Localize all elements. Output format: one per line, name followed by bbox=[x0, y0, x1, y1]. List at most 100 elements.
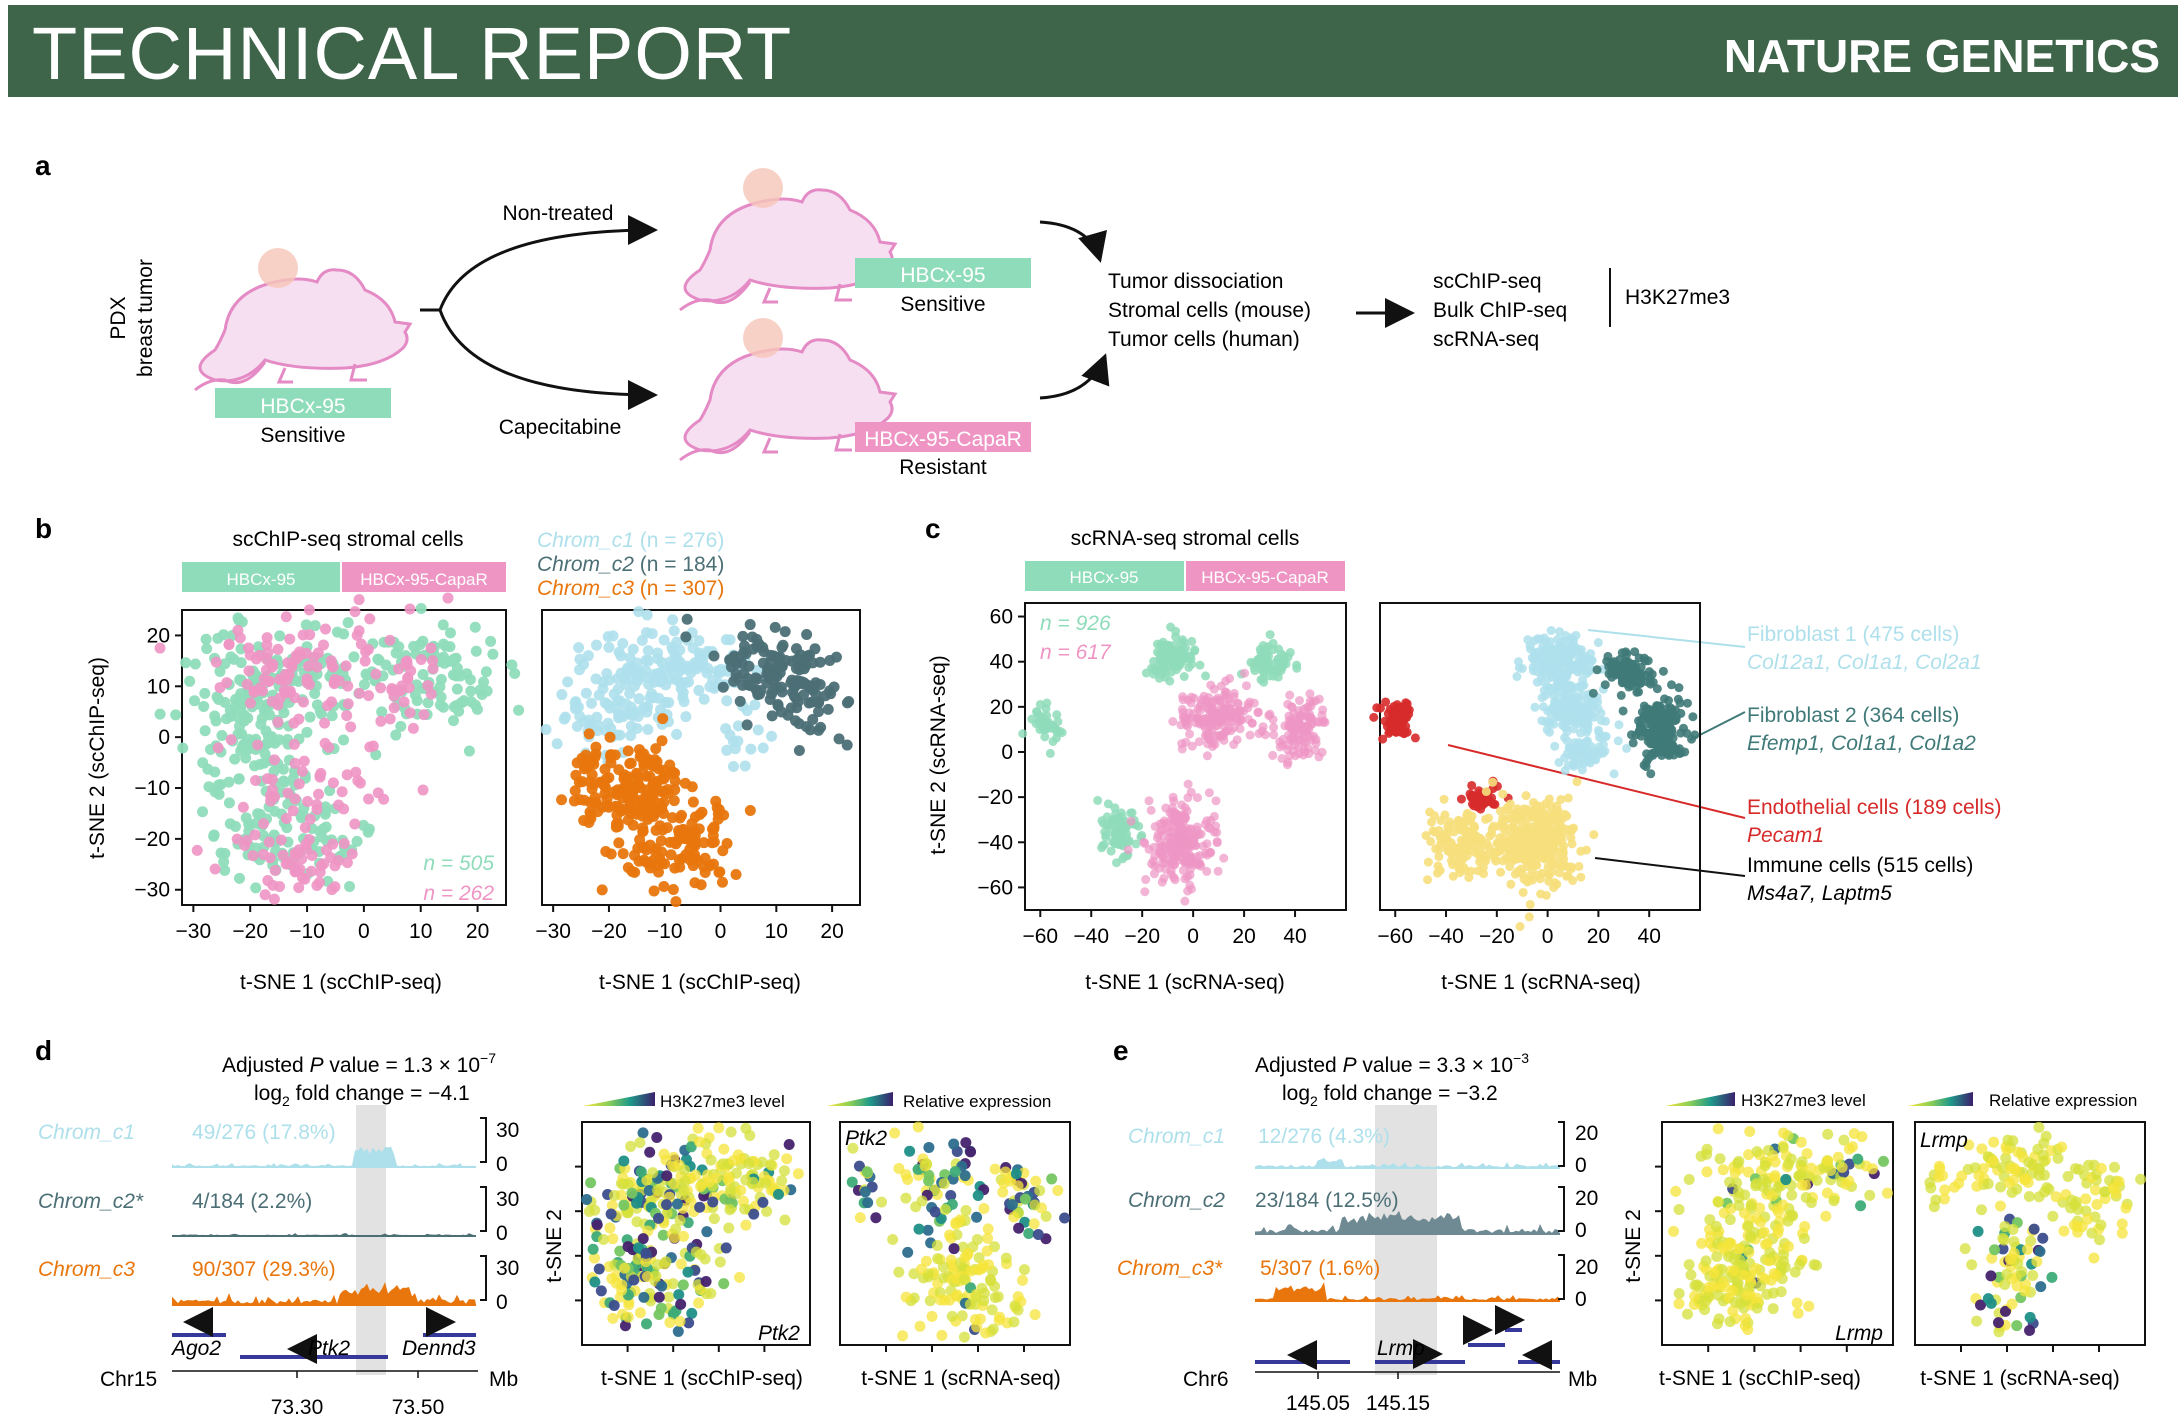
cell-point bbox=[631, 1197, 643, 1209]
panel-label-d: d bbox=[35, 1035, 52, 1066]
cell-point-capar bbox=[1219, 853, 1229, 863]
cell-point-capar bbox=[1180, 812, 1190, 822]
cell-point-capar bbox=[250, 653, 262, 665]
cell-point-c3 bbox=[631, 808, 643, 820]
cell-point-immune bbox=[1499, 822, 1509, 832]
coverage-track-c1 bbox=[172, 1146, 476, 1167]
cell-point-c2 bbox=[801, 650, 813, 662]
cell-point-fibroblast2 bbox=[1658, 666, 1668, 676]
cell-point-fibroblast1 bbox=[1593, 638, 1603, 648]
cell-point-fibroblast2 bbox=[1626, 730, 1636, 740]
cell-point-c1 bbox=[680, 711, 692, 723]
cell-point-hbcx95 bbox=[1103, 799, 1113, 809]
y-tick-label: 0 bbox=[158, 726, 170, 749]
cell-point-capar bbox=[234, 632, 246, 644]
cell-point-fibroblast1 bbox=[1538, 654, 1548, 664]
cell-point bbox=[1832, 1151, 1844, 1163]
tumor-icon bbox=[258, 248, 298, 288]
cell-point bbox=[652, 1184, 664, 1196]
cell-point-c2 bbox=[776, 686, 788, 698]
cell-point-capar bbox=[1146, 805, 1156, 815]
cell-point bbox=[2052, 1152, 2064, 1164]
cell-point-hbcx95 bbox=[509, 668, 521, 680]
cell-point bbox=[739, 1203, 751, 1215]
section-title: TECHNICAL REPORT bbox=[32, 12, 793, 95]
cell-point-capar bbox=[1318, 705, 1328, 715]
cell-point-capar bbox=[237, 801, 249, 813]
cell-point-c1 bbox=[641, 609, 653, 621]
cell-point-c3 bbox=[631, 767, 643, 779]
cell-point-capar bbox=[287, 805, 299, 817]
cell-point bbox=[1783, 1158, 1795, 1170]
cell-point-capar bbox=[1150, 851, 1160, 861]
y-tick-label: −20 bbox=[134, 828, 170, 851]
cell-point-c1 bbox=[721, 744, 733, 756]
cell-point bbox=[1937, 1170, 1949, 1182]
cell-point-capar bbox=[1182, 872, 1192, 882]
cell-point-immune bbox=[1487, 829, 1497, 839]
d-highlight bbox=[356, 1105, 386, 1375]
e-scale1-bottom: 0 bbox=[1575, 1154, 1587, 1177]
d-xlabel-rna: t-SNE 1 (scRNA-seq) bbox=[861, 1367, 1061, 1390]
cell-point bbox=[2024, 1325, 2036, 1337]
cell-point-immune bbox=[1515, 922, 1525, 932]
cell-point bbox=[707, 1196, 719, 1208]
cell-point-hbcx95 bbox=[362, 826, 374, 838]
cell-point-c3 bbox=[707, 830, 719, 842]
cell-point-capar bbox=[425, 642, 437, 654]
cell-point-endothelial bbox=[1402, 704, 1412, 714]
cell-point-immune bbox=[1510, 810, 1520, 820]
x-tick-label: −10 bbox=[289, 920, 325, 943]
cell-point-hbcx95 bbox=[199, 687, 211, 699]
cell-point-hbcx95 bbox=[1121, 832, 1131, 842]
cell-point-fibroblast1 bbox=[1530, 702, 1540, 712]
cell-point-hbcx95 bbox=[1201, 671, 1211, 681]
cell-point bbox=[1726, 1285, 1738, 1297]
cell-point-c1 bbox=[551, 738, 563, 750]
cell-point bbox=[2031, 1255, 2043, 1267]
cell-point-hbcx95 bbox=[250, 882, 262, 894]
cell-point bbox=[1811, 1174, 1823, 1186]
cell-point-c2 bbox=[743, 660, 755, 672]
cell-point-c1 bbox=[597, 683, 609, 695]
cell-point bbox=[673, 1289, 685, 1301]
cell-point-c3 bbox=[583, 728, 595, 740]
cell-point-c1 bbox=[724, 729, 736, 741]
cell-point-immune bbox=[1533, 827, 1543, 837]
cell-point bbox=[1772, 1181, 1784, 1193]
cell-point bbox=[617, 1308, 629, 1320]
cell-point bbox=[1052, 1184, 1064, 1196]
cell-point-capar bbox=[1229, 740, 1239, 750]
cell-point-capar bbox=[386, 683, 398, 695]
cell-point bbox=[985, 1275, 997, 1287]
cell-point-c3 bbox=[584, 776, 596, 788]
cell-point-hbcx95 bbox=[351, 835, 363, 847]
cell-point bbox=[1740, 1312, 1752, 1324]
cell-point bbox=[1796, 1168, 1808, 1180]
cell-point-c2 bbox=[737, 630, 749, 642]
cell-point-c3 bbox=[608, 786, 620, 798]
cell-point-c3 bbox=[686, 781, 698, 793]
assay-2: Bulk ChIP-seq bbox=[1433, 299, 1567, 322]
cell-point bbox=[2005, 1163, 2017, 1175]
cell-point-hbcx95 bbox=[293, 676, 305, 688]
cell-point-c1 bbox=[708, 682, 720, 694]
bar-capar-label: HBCx-95-CapaR bbox=[360, 570, 488, 589]
cell-point-immune bbox=[1434, 852, 1444, 862]
cell-point-fibroblast1 bbox=[1576, 728, 1586, 738]
cell-point-immune bbox=[1524, 837, 1534, 847]
c-xlabel-1: t-SNE 1 (scRNA-seq) bbox=[1085, 971, 1285, 994]
cell-point bbox=[923, 1141, 935, 1153]
cell-point-hbcx95 bbox=[1273, 666, 1283, 676]
cell-point bbox=[589, 1276, 601, 1288]
c-ylabel: t-SNE 2 (scRNA-seq) bbox=[927, 655, 950, 855]
e-xlabel-chip: t-SNE 1 (scChIP-seq) bbox=[1659, 1367, 1861, 1390]
gene-ago2: Ago2 bbox=[170, 1337, 221, 1360]
cell-point-capar bbox=[300, 838, 312, 850]
cell-point bbox=[678, 1230, 690, 1242]
source-tag-box bbox=[215, 388, 391, 418]
cell-point bbox=[2068, 1219, 2080, 1231]
cell-point bbox=[1769, 1156, 1781, 1168]
cell-point-c3 bbox=[648, 885, 660, 897]
cell-point bbox=[667, 1278, 679, 1290]
